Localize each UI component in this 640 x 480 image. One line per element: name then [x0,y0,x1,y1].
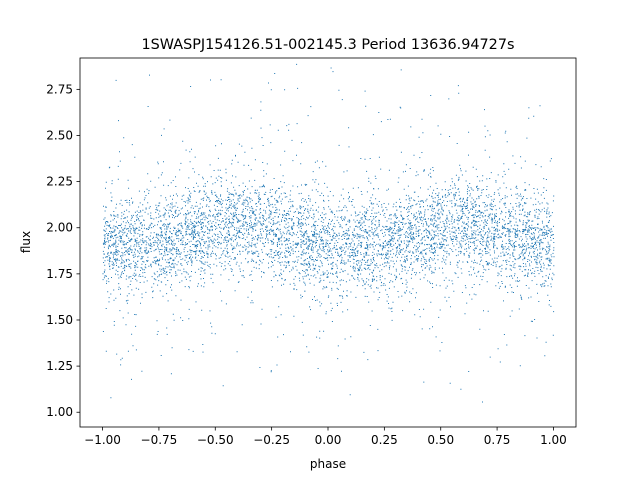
x-tick-label: 0.50 [427,433,454,447]
x-axis: −1.00 −0.75 −0.50 −0.25 0.00 0.25 0.50 0.75 1.00 [84,427,567,447]
x-axis-label: phase [310,457,346,471]
y-tick-label: 2.00 [46,221,73,235]
chart-title: 1SWASPJ154126.51-002145.3 Period 13636.9… [142,37,515,53]
y-tick-label: 1.00 [46,405,73,419]
y-axis-label: flux [19,231,33,253]
x-tick-label: −1.00 [84,433,121,447]
y-tick-label: 2.50 [46,128,73,142]
x-tick-label: −0.50 [197,433,234,447]
y-tick-label: 1.75 [46,267,73,281]
x-tick-label: 0.00 [315,433,342,447]
x-tick-label: −0.25 [253,433,290,447]
y-tick-label: 1.50 [46,313,73,327]
y-tick-label: 2.75 [46,82,73,96]
y-tick-label: 1.25 [46,359,73,373]
y-axis: 1.00 1.25 1.50 1.75 2.00 2.25 2.50 2.75 [46,82,80,419]
x-tick-label: 0.25 [371,433,398,447]
x-tick-label: −0.75 [141,433,178,447]
x-tick-label: 1.00 [540,433,567,447]
y-tick-label: 2.25 [46,175,73,189]
x-tick-label: 0.75 [484,433,511,447]
